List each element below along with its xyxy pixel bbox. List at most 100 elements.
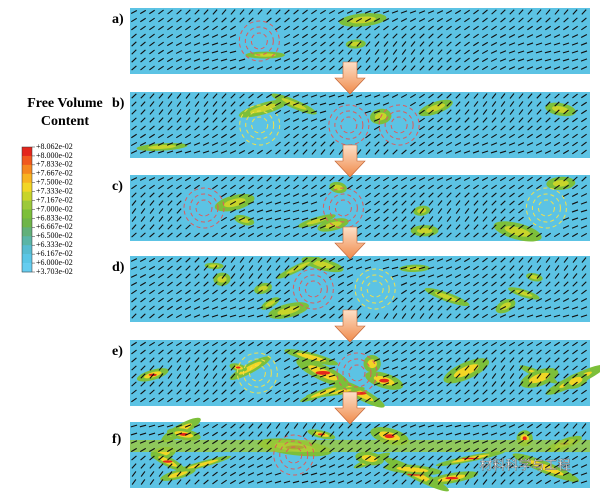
dash: [248, 341, 254, 347]
dash: [185, 479, 191, 485]
dash: [257, 257, 263, 263]
dash: [238, 298, 246, 302]
dash: [428, 389, 434, 395]
dash: [410, 305, 416, 311]
dash: [500, 25, 506, 31]
dash: [185, 389, 191, 395]
dash: [194, 479, 200, 485]
dash: [149, 381, 155, 387]
dash: [175, 432, 183, 436]
dash: [257, 447, 263, 453]
dash: [275, 184, 281, 190]
dash: [365, 224, 371, 230]
dash: [509, 265, 515, 271]
dash: [446, 297, 452, 303]
dash: [221, 265, 227, 271]
dash: [509, 25, 515, 31]
dash: [365, 313, 371, 319]
dash: [140, 93, 146, 99]
dash: [553, 66, 561, 70]
dash: [221, 423, 227, 429]
dash: [518, 397, 524, 403]
dash: [482, 9, 488, 15]
dash: [392, 397, 398, 403]
dash: [481, 65, 489, 71]
dash: [158, 57, 164, 63]
dash: [257, 289, 263, 295]
dash: [580, 42, 588, 46]
dash: [554, 184, 560, 190]
dash: [310, 358, 318, 362]
dash: [572, 149, 578, 155]
dash: [194, 463, 200, 469]
dash: [428, 341, 434, 347]
dash: [211, 142, 219, 146]
dash: [292, 201, 300, 205]
dash: [292, 50, 300, 54]
dash: [284, 184, 290, 190]
dash: [221, 17, 227, 23]
dash: [158, 25, 164, 31]
dash: [320, 9, 326, 15]
dash: [527, 232, 533, 238]
dash: [463, 177, 471, 181]
dash: [419, 117, 425, 123]
dash: [481, 424, 489, 428]
dash: [374, 176, 380, 182]
dash: [184, 440, 192, 444]
dash: [509, 17, 515, 23]
dash: [176, 117, 182, 123]
patch-core: [258, 285, 268, 292]
dash: [310, 349, 318, 355]
dash: [347, 176, 353, 182]
dash: [572, 373, 578, 379]
dash: [248, 447, 254, 453]
dash: [518, 455, 524, 461]
dash: [176, 289, 182, 295]
dash: [526, 150, 534, 154]
dash: [364, 102, 372, 106]
dash: [167, 265, 173, 271]
dash: [166, 424, 174, 428]
dash: [544, 306, 552, 310]
dash: [572, 184, 578, 190]
dash: [383, 439, 389, 445]
dash: [437, 184, 443, 190]
dash: [203, 25, 209, 31]
dash: [509, 365, 515, 371]
dash: [346, 349, 354, 355]
dash: [446, 25, 452, 31]
dash: [553, 42, 561, 46]
dash: [220, 66, 228, 70]
dash: [554, 381, 560, 387]
dash: [301, 94, 309, 98]
dash: [419, 101, 425, 107]
dash: [563, 273, 569, 279]
dash: [176, 265, 182, 271]
dash: [499, 50, 507, 54]
dash: [455, 57, 461, 63]
dash: [374, 341, 380, 347]
dash: [193, 142, 201, 146]
dash: [527, 273, 533, 279]
dash: [329, 447, 335, 453]
dash: [374, 33, 380, 39]
dash: [238, 306, 246, 310]
patch-core: [254, 53, 277, 57]
dash: [139, 440, 147, 444]
dash: [158, 49, 164, 55]
dash: [328, 366, 336, 370]
dash: [167, 257, 173, 263]
dash: [139, 447, 147, 453]
dash: [149, 357, 155, 363]
dash: [184, 424, 192, 428]
dash: [149, 192, 155, 198]
dash: [265, 232, 273, 238]
dash: [257, 273, 263, 279]
dash: [310, 366, 318, 370]
dash: [409, 282, 417, 286]
dash: [562, 464, 570, 468]
dash: [572, 133, 578, 139]
dash: [256, 66, 264, 70]
dash: [239, 176, 245, 182]
